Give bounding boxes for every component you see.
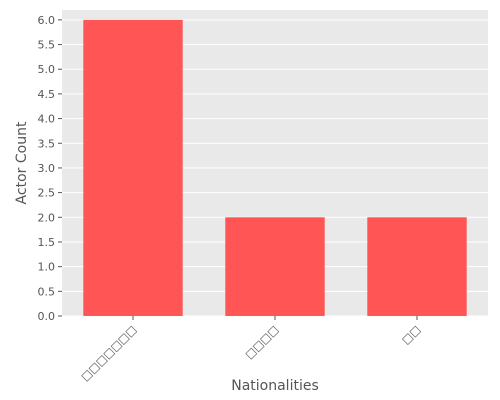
bar: [367, 217, 467, 316]
y-tick-label: 3.0: [38, 162, 56, 175]
y-axis-title: Actor Count: [14, 121, 30, 204]
bar: [83, 19, 183, 316]
y-tick-label: 5.0: [38, 63, 56, 76]
y-tick-label: 4.5: [38, 88, 56, 101]
x-tick-label: □□□□: [243, 323, 282, 362]
bars: [83, 19, 467, 316]
bar: [225, 217, 325, 316]
x-tick-label: □□: [399, 323, 423, 347]
y-tick-label: 4.0: [38, 113, 56, 126]
x-tick-label: □□□□□□□: [78, 323, 139, 384]
y-tick-label: 2.0: [38, 211, 56, 224]
y-tick-label: 0.0: [38, 310, 56, 323]
x-axis-ticks: □□□□□□□ □□□□ □□: [78, 316, 423, 384]
y-tick-label: 2.5: [38, 187, 56, 200]
x-axis-title: Nationalities: [231, 378, 319, 394]
y-tick-label: 6.0: [38, 14, 56, 27]
y-tick-label: 3.5: [38, 137, 56, 150]
y-tick-label: 1.0: [38, 261, 56, 274]
y-tick-label: 0.5: [38, 285, 56, 298]
y-axis-ticks: 0.0 0.5 1.0 1.5 2.0 2.5 3.0 3.5 4.0 4.5 5.0 5.5 6.0: [38, 14, 62, 323]
y-tick-label: 5.5: [38, 39, 56, 52]
y-tick-label: 1.5: [38, 236, 56, 249]
